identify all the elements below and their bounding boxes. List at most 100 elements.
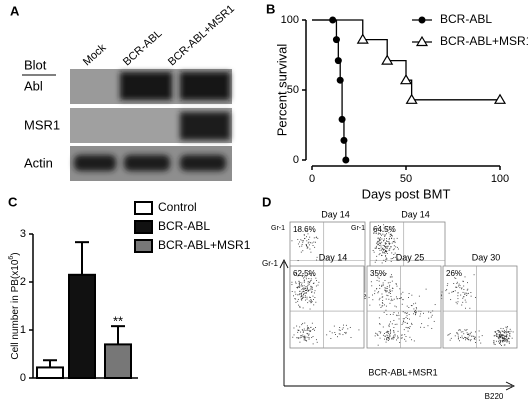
dot (393, 226, 395, 228)
dot (311, 322, 313, 324)
dot (393, 335, 395, 337)
y-axis-label-part: Cell number in PB(x10 (10, 259, 21, 359)
dot (466, 293, 468, 295)
dot (385, 242, 387, 244)
dot (387, 330, 389, 332)
dot (509, 328, 511, 330)
dot (302, 273, 304, 275)
dot (299, 306, 301, 308)
dot (303, 280, 305, 282)
dot (378, 299, 380, 301)
dot (386, 241, 388, 242)
axis-label: B220 (434, 294, 450, 301)
dot (501, 337, 503, 339)
dot (459, 329, 461, 331)
dot (303, 336, 304, 338)
dot (299, 293, 301, 295)
dot (306, 247, 308, 249)
dot (454, 290, 456, 292)
dot (415, 307, 417, 308)
dot (504, 344, 506, 346)
dot (307, 327, 309, 329)
dot (388, 232, 390, 234)
dot (295, 282, 297, 284)
dot (389, 302, 391, 304)
dot (380, 229, 382, 230)
day-label: Day 14 (321, 209, 350, 219)
dot (456, 303, 458, 305)
dot (299, 337, 301, 339)
dot (379, 275, 381, 277)
dot (505, 340, 507, 342)
dot (504, 338, 505, 340)
legend-label: BCR-ABL+MSR1 (158, 238, 251, 252)
dot (379, 248, 381, 249)
dot (398, 314, 400, 316)
dot (396, 314, 398, 316)
dot (502, 334, 503, 336)
dot (316, 256, 318, 258)
dot (398, 312, 399, 314)
dot (378, 291, 380, 293)
marker (356, 33, 369, 44)
dot (383, 224, 385, 226)
dot (371, 285, 373, 287)
dot (306, 332, 308, 334)
dot (376, 247, 378, 249)
dot (394, 252, 396, 254)
dot (303, 234, 305, 236)
dot (385, 298, 387, 300)
dot (409, 326, 411, 328)
dot (303, 287, 305, 289)
band (180, 72, 230, 100)
dot (306, 289, 308, 291)
dot (462, 331, 464, 333)
dot (388, 292, 390, 294)
dot (338, 329, 340, 331)
dot (455, 301, 457, 303)
dot (385, 240, 387, 242)
dot (358, 329, 360, 331)
dot (392, 258, 394, 259)
dot (376, 288, 378, 290)
dot (299, 287, 301, 288)
dot (420, 310, 422, 312)
dot (303, 291, 305, 293)
dot (295, 273, 297, 274)
marker (342, 156, 350, 164)
dot (310, 251, 312, 253)
dot (405, 340, 407, 342)
dot (415, 311, 417, 313)
dot (390, 331, 392, 333)
dot (458, 283, 460, 285)
dot (414, 314, 416, 316)
dot (386, 246, 388, 248)
dot (495, 331, 497, 333)
dot (422, 312, 424, 314)
dot (307, 336, 309, 338)
dot (310, 242, 311, 244)
dot (508, 342, 510, 344)
dot (313, 282, 315, 284)
dot (380, 307, 382, 308)
step (340, 79, 343, 120)
dot (502, 340, 503, 342)
dot (384, 242, 386, 244)
dot (391, 337, 393, 339)
dot (467, 288, 469, 290)
dot (411, 305, 413, 307)
dot (381, 302, 383, 303)
dot (391, 298, 392, 300)
dot (400, 293, 402, 295)
dot (419, 315, 421, 317)
dot (302, 287, 304, 289)
dot (418, 310, 420, 312)
dot (512, 331, 514, 333)
dot (311, 301, 313, 303)
dot (463, 333, 465, 335)
dot (502, 331, 504, 332)
dot (310, 300, 312, 301)
dot (385, 290, 387, 292)
dot (380, 331, 382, 333)
dot (499, 342, 501, 343)
